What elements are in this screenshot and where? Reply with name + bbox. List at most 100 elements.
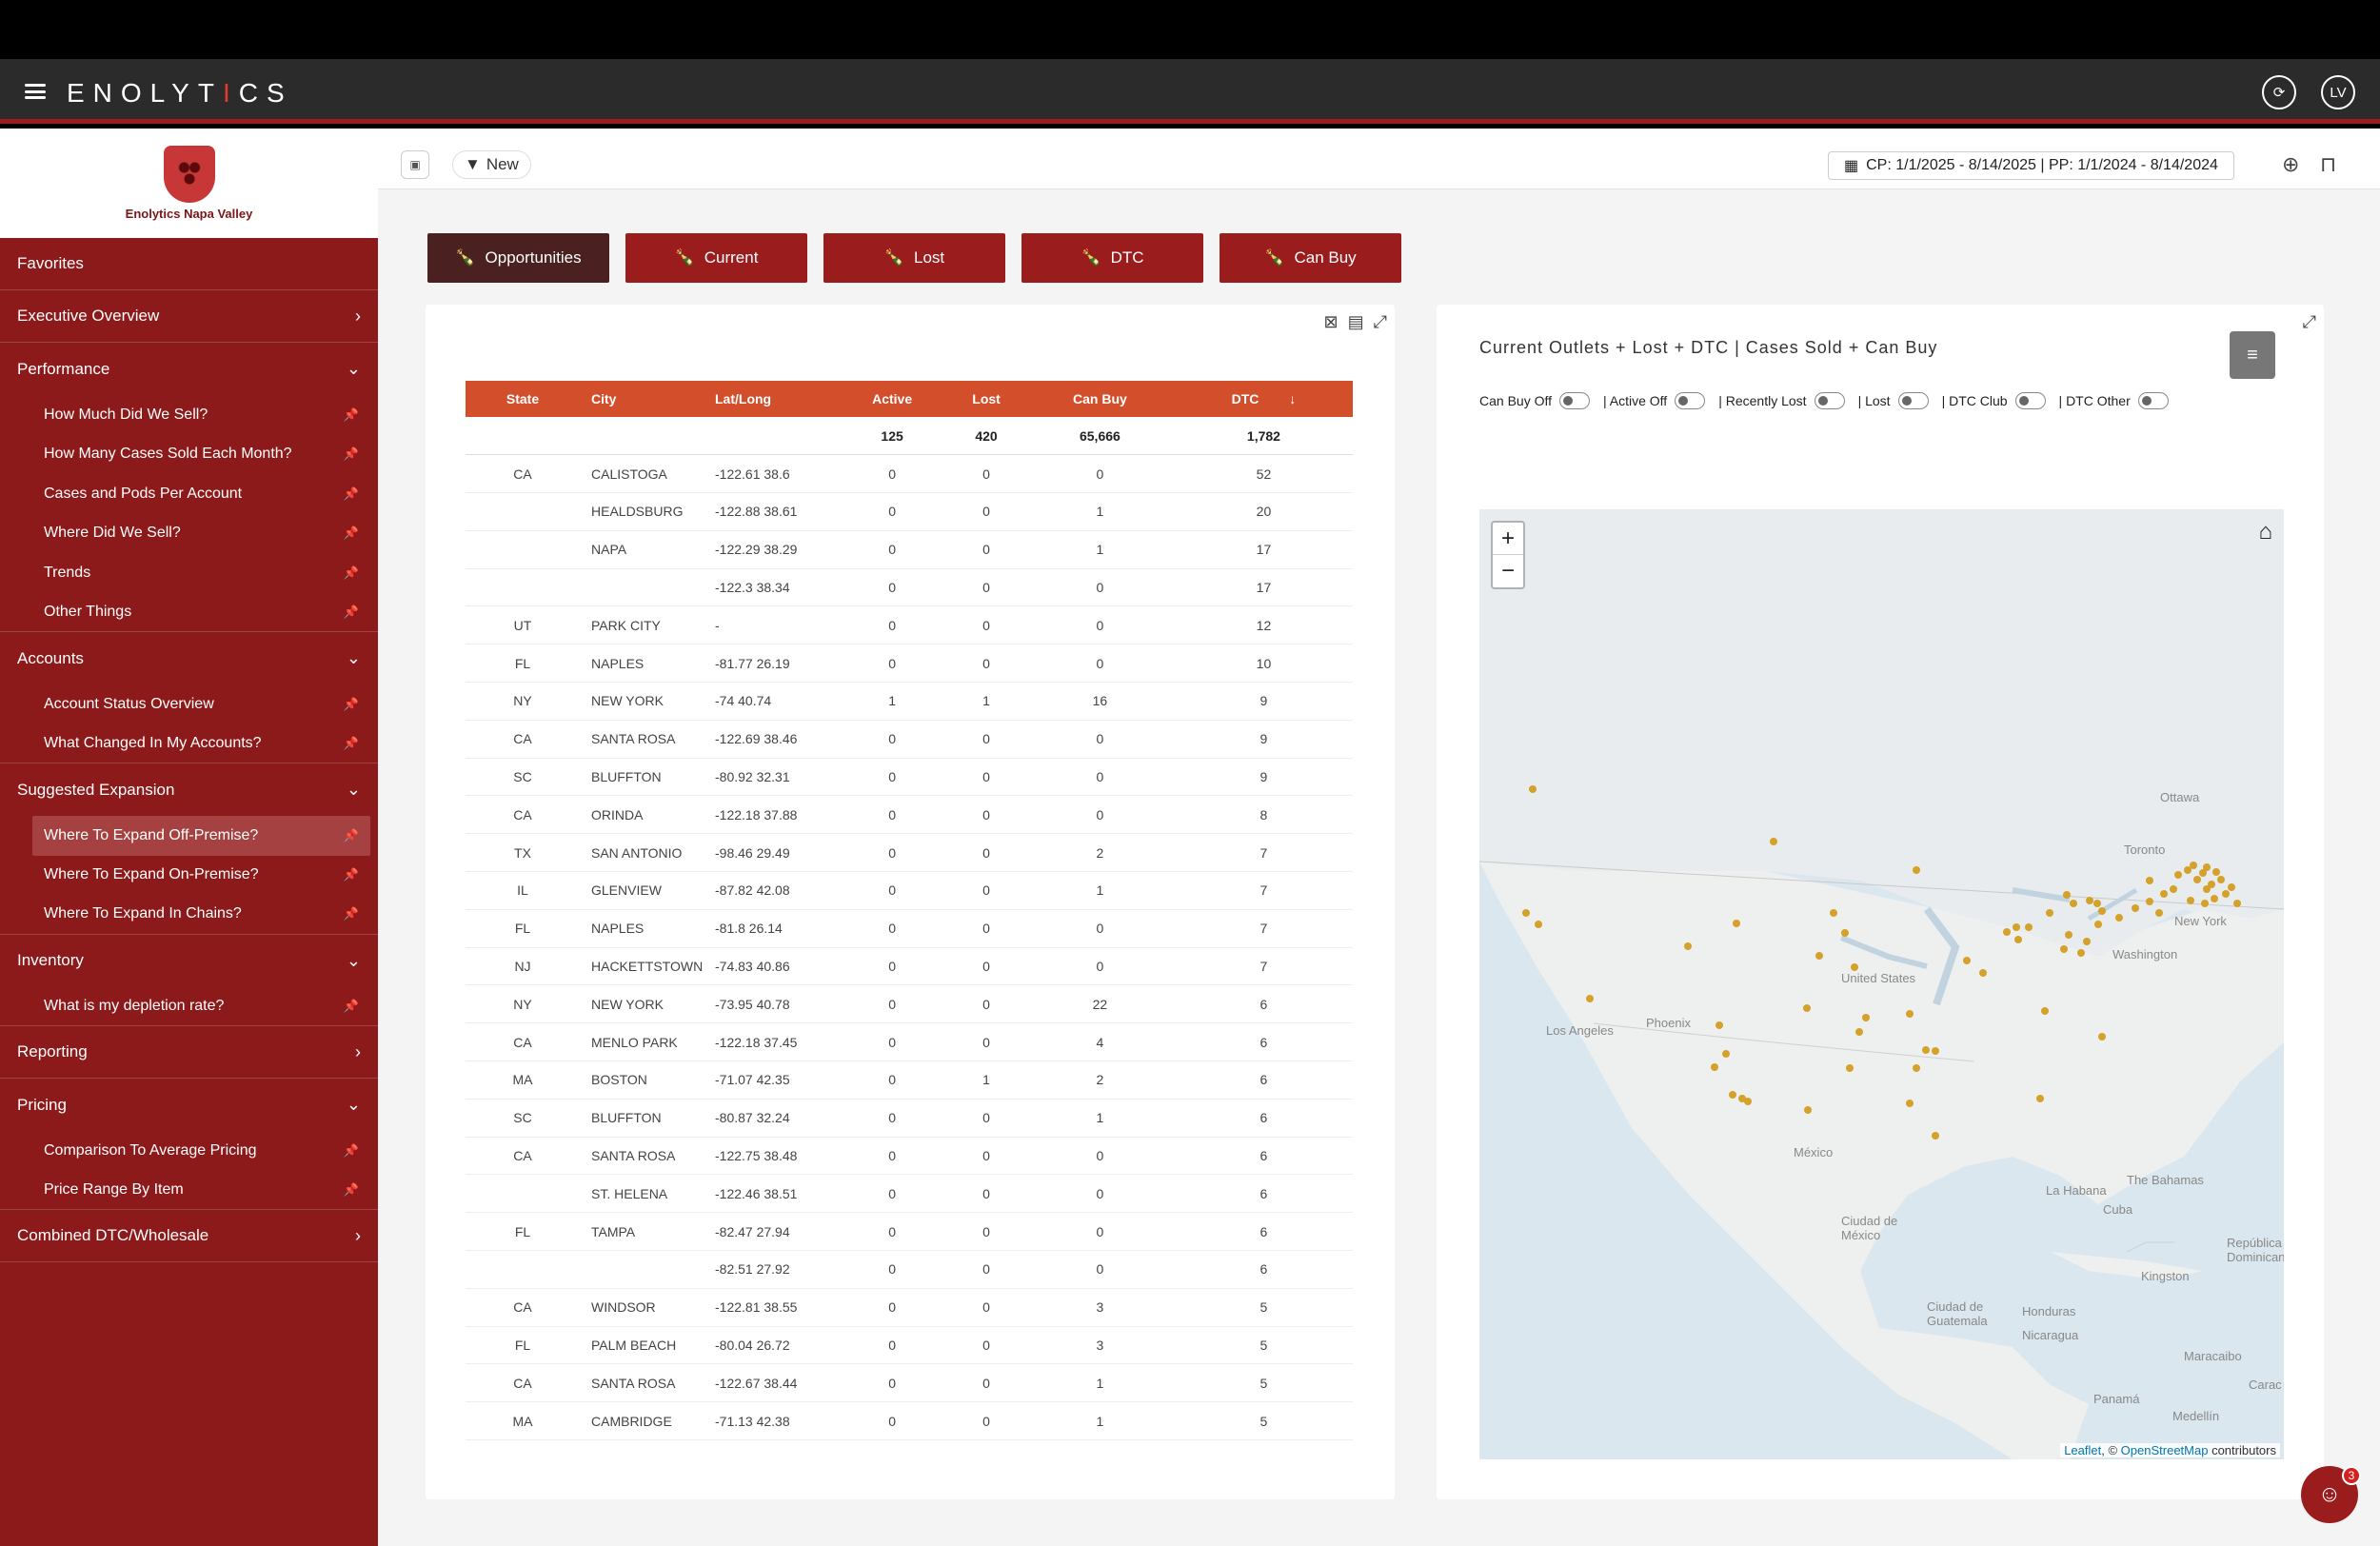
sidebar-subitem[interactable]: How Many Cases Sold Each Month? 📌 — [44, 446, 359, 463]
toggle-switch[interactable] — [1814, 392, 1845, 409]
layer-toggle[interactable]: | Recently Lost — [1718, 392, 1845, 409]
map-marker[interactable] — [2036, 1095, 2044, 1102]
map-marker[interactable] — [2199, 869, 2207, 877]
table-row[interactable]: UT PARK CITY -0 0 0 12 — [466, 605, 1353, 645]
map-marker[interactable] — [1922, 1046, 1930, 1054]
home-icon[interactable]: ⌂ — [2258, 519, 2273, 545]
pin-icon[interactable]: 📌 — [343, 1181, 359, 1197]
pin-icon[interactable]: 📌 — [343, 406, 359, 422]
map-marker[interactable] — [1906, 1010, 1914, 1018]
table-row[interactable]: NAPA -122.29 38.29 0 0 1 17 — [466, 530, 1353, 569]
map-marker[interactable] — [2208, 881, 2215, 888]
map-marker[interactable] — [1979, 969, 1987, 977]
toggle-switch[interactable] — [2137, 392, 2169, 409]
sidebar-item-inventory[interactable]: Inventory ⌄ — [17, 950, 361, 970]
sidebar-subitem[interactable]: Cases and Pods Per Account 📌 — [44, 485, 359, 502]
table-row[interactable]: CA SANTA ROSA -122.69 38.46 0 0 0 9 — [466, 720, 1353, 759]
pin-icon[interactable]: 📌 — [343, 906, 359, 922]
bookmark-icon[interactable]: ⊓ — [2320, 152, 2337, 176]
map-marker[interactable] — [2217, 876, 2225, 883]
map-marker[interactable] — [2094, 921, 2102, 928]
map-marker[interactable] — [1744, 1098, 1752, 1105]
map-marker[interactable] — [1586, 995, 1594, 1002]
column-header-state[interactable]: State — [466, 381, 580, 417]
sidebar-subitem[interactable]: Where To Expand On-Premise? 📌 — [44, 866, 359, 883]
sidebar-subitem[interactable]: Trends 📌 — [44, 564, 359, 581]
pin-icon[interactable]: 📌 — [343, 446, 359, 462]
map-filter-button[interactable]: ≡ — [2230, 331, 2275, 379]
map-marker[interactable] — [2003, 928, 2011, 936]
map-marker[interactable] — [2013, 923, 2020, 931]
map-marker[interactable] — [1716, 1021, 1723, 1029]
column-header-active[interactable]: Active — [837, 381, 948, 417]
toggle-switch[interactable] — [1559, 392, 1591, 409]
map-marker[interactable] — [2160, 890, 2168, 898]
pin-icon[interactable]: 📌 — [343, 867, 359, 882]
bookmark-add-icon[interactable]: ⊕ — [2282, 152, 2300, 176]
map-marker[interactable] — [1722, 1050, 1730, 1058]
toggle-switch[interactable] — [1675, 392, 1706, 409]
toggle-panel-icon[interactable]: ▣ — [401, 150, 429, 179]
table-row[interactable]: SC BLUFFTON -80.87 32.24 0 0 1 6 — [466, 1099, 1353, 1138]
table-row[interactable]: NY NEW YORK -74 40.74 1 1 16 9 — [466, 682, 1353, 721]
map-marker[interactable] — [1906, 1100, 1914, 1107]
table-row[interactable]: -82.51 27.92 0 0 0 6 — [466, 1250, 1353, 1289]
table-row[interactable]: CA MENLO PARK -122.18 37.45 0 0 4 6 — [466, 1022, 1353, 1062]
map-marker[interactable] — [1684, 942, 1692, 950]
map-marker[interactable] — [2070, 900, 2077, 907]
export-excel-icon[interactable]: ⊠ — [1323, 312, 1339, 331]
table-row[interactable]: FL TAMPA -82.47 27.94 0 0 0 6 — [466, 1212, 1353, 1252]
map-marker[interactable] — [2146, 877, 2153, 884]
sidebar-item-executive-overview[interactable]: Executive Overview › — [0, 290, 378, 343]
sidebar-subitem[interactable]: Comparison To Average Pricing 📌 — [44, 1141, 359, 1159]
map-marker[interactable] — [2212, 868, 2220, 876]
map-marker[interactable] — [2211, 895, 2218, 902]
sidebar-subitem[interactable]: Account Status Overview 📌 — [44, 695, 359, 712]
layer-toggle[interactable]: Can Buy Off — [1479, 392, 1591, 409]
map-marker[interactable] — [1830, 909, 1837, 917]
table-row[interactable]: IL GLENVIEW -87.82 42.08 0 0 1 7 — [466, 871, 1353, 910]
map-marker[interactable] — [2014, 936, 2022, 943]
zoom-in-button[interactable]: + — [1493, 523, 1523, 555]
map-marker[interactable] — [2187, 897, 2194, 904]
map-marker[interactable] — [2083, 938, 2091, 945]
map-marker[interactable] — [1862, 1014, 1870, 1021]
map-marker[interactable] — [2060, 945, 2068, 953]
map-marker[interactable] — [1529, 785, 1537, 793]
tab-can-buy[interactable]: 🍾 Can Buy — [1220, 233, 1401, 283]
map-marker[interactable] — [2203, 863, 2211, 871]
table-row[interactable]: CA SANTA ROSA -122.75 38.48 0 0 0 6 — [466, 1137, 1353, 1176]
map-marker[interactable] — [2222, 890, 2230, 898]
sidebar-subitem[interactable]: Where Did We Sell? 📌 — [44, 525, 359, 542]
table-row[interactable]: FL NAPLES -81.8 26.14 0 0 0 7 — [466, 909, 1353, 948]
pin-icon[interactable]: 📌 — [343, 735, 359, 750]
table-row[interactable]: NJ HACKETTSTOWN -74.83 40.86 0 0 0 7 — [466, 947, 1353, 986]
map-marker[interactable] — [1535, 921, 1542, 928]
map-marker[interactable] — [2201, 900, 2209, 907]
map-marker[interactable] — [1711, 1063, 1718, 1071]
sidebar-item-performance[interactable]: Performance ⌄ — [17, 359, 361, 378]
map-marker[interactable] — [2203, 885, 2211, 893]
pin-icon[interactable]: 📌 — [343, 696, 359, 711]
map-marker[interactable] — [2184, 866, 2192, 874]
map-marker[interactable] — [1932, 1047, 1939, 1055]
map-marker[interactable] — [1913, 866, 1920, 874]
table-row[interactable]: MA BOSTON -71.07 42.35 0 1 2 6 — [466, 1060, 1353, 1100]
table-row[interactable]: CA ORINDA -122.18 37.88 0 0 0 8 — [466, 795, 1353, 835]
expand-icon[interactable]: ⤢ — [2302, 312, 2316, 331]
user-avatar[interactable]: LV — [2321, 75, 2355, 109]
table-row[interactable]: HEALDSBURG -122.88 38.61 0 0 1 20 — [466, 492, 1353, 531]
map-marker[interactable] — [1932, 1132, 1939, 1140]
tab-dtc[interactable]: 🍾 DTC — [1021, 233, 1203, 283]
map-marker[interactable] — [1851, 963, 1858, 971]
table-row[interactable]: TX SAN ANTONIO -98.46 29.49 0 0 2 7 — [466, 833, 1353, 873]
ai-assistant-icon[interactable]: ⟳ — [2262, 75, 2296, 109]
tab-current[interactable]: 🍾 Current — [625, 233, 807, 283]
app-logo[interactable]: ENOLYTICS — [67, 78, 293, 108]
sidebar-subitem[interactable]: Other Things 📌 — [0, 593, 378, 632]
map-marker[interactable] — [1729, 1091, 1736, 1099]
table-row[interactable]: FL PALM BEACH -80.04 26.72 0 0 3 5 — [466, 1326, 1353, 1365]
pin-icon[interactable]: 📌 — [343, 998, 359, 1013]
layer-toggle[interactable]: | Active Off — [1603, 392, 1706, 409]
map-marker[interactable] — [2041, 1007, 2049, 1015]
